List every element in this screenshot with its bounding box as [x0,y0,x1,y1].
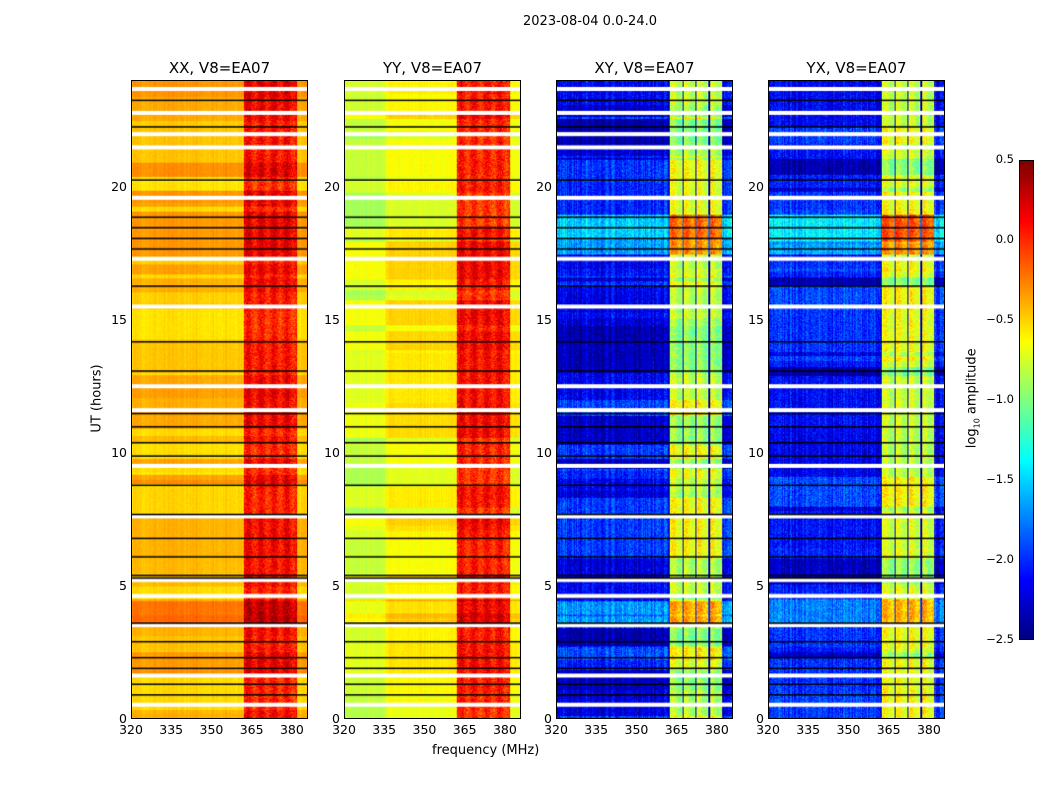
heatmap-cells [132,81,307,718]
y-tick-label: 15 [536,311,552,327]
x-tick-label: 335 [159,722,184,737]
y-tick-label: 10 [324,444,340,460]
x-tick-label: 365 [664,722,689,737]
colorbar-tick-label: 0.5 [995,152,1014,166]
colorbar-label: log10 amplitude [965,343,982,453]
colorbar-tick-label: −2.0 [986,552,1014,566]
y-tick-label: 15 [324,311,340,327]
figure-title: 2023-08-04 0.0-24.0 [523,14,657,29]
colorbar-tick-label: −2.5 [986,632,1014,646]
x-tick-label: 335 [796,722,821,737]
y-tick-label: 20 [111,178,127,194]
y-tick-label: 20 [536,178,552,194]
colorbar-tick-label: 0.0 [995,232,1014,246]
heatmap-panel-3 [556,80,733,719]
colorbar-label-sub: 10 [972,418,982,429]
x-tick-label: 350 [199,722,224,737]
x-tick-label: 380 [279,722,304,737]
colorbar-tick-label: −1.0 [986,392,1014,406]
colorbar-tick-label: −0.5 [986,312,1014,326]
x-tick-label: 350 [836,722,861,737]
x-tick-label: 365 [452,722,477,737]
x-axis-label: frequency (MHz) [432,743,540,758]
x-tick-label: 320 [119,722,143,737]
y-tick-label: 10 [111,444,127,460]
y-axis-label: UT (hours) [89,364,105,433]
x-tick-label: 350 [412,722,437,737]
panel-title: YX, V8=EA07 [806,59,907,77]
heatmap-panel-4 [768,80,945,719]
y-tick-label: 15 [748,311,764,327]
panel-title: XX, V8=EA07 [168,59,271,77]
y-tick-label: 0 [544,711,552,726]
colorbar-tick-label: −1.5 [986,472,1014,486]
y-tick-label: 10 [536,444,552,460]
x-tick-label: 380 [492,722,517,737]
y-tick-label: 5 [544,577,552,593]
y-tick-label: 20 [748,178,764,194]
x-tick-label: 335 [584,722,609,737]
panel-title: XY, V8=EA07 [594,59,695,77]
y-tick-label: 5 [119,577,127,593]
colorbar-label-rest: amplitude [964,348,980,419]
x-tick-label: 335 [372,722,397,737]
y-tick-label: 10 [748,444,764,460]
x-tick-label: 380 [704,722,729,737]
panel-title: YY, V8=EA07 [382,59,483,77]
x-tick-label: 320 [756,722,780,737]
x-tick-label: 365 [239,722,264,737]
y-tick-label: 5 [756,577,764,593]
y-tick-label: 0 [756,711,764,726]
y-tick-label: 15 [111,311,127,327]
heatmap-cells [769,81,944,718]
x-tick-label: 350 [624,722,649,737]
heatmap-panel-2 [344,80,521,719]
y-tick-label: 20 [324,178,340,194]
heatmap-cells [345,81,520,718]
x-tick-label: 380 [916,722,941,737]
heatmap-panel-1 [131,80,308,719]
y-tick-label: 0 [332,711,340,726]
colorbar [1019,160,1034,640]
y-tick-label: 0 [119,711,127,726]
colorbar-label-log: log [964,428,980,449]
x-tick-label: 320 [544,722,568,737]
x-tick-label: 320 [332,722,356,737]
y-tick-label: 5 [332,577,340,593]
heatmap-cells [557,81,732,718]
x-tick-label: 365 [876,722,901,737]
